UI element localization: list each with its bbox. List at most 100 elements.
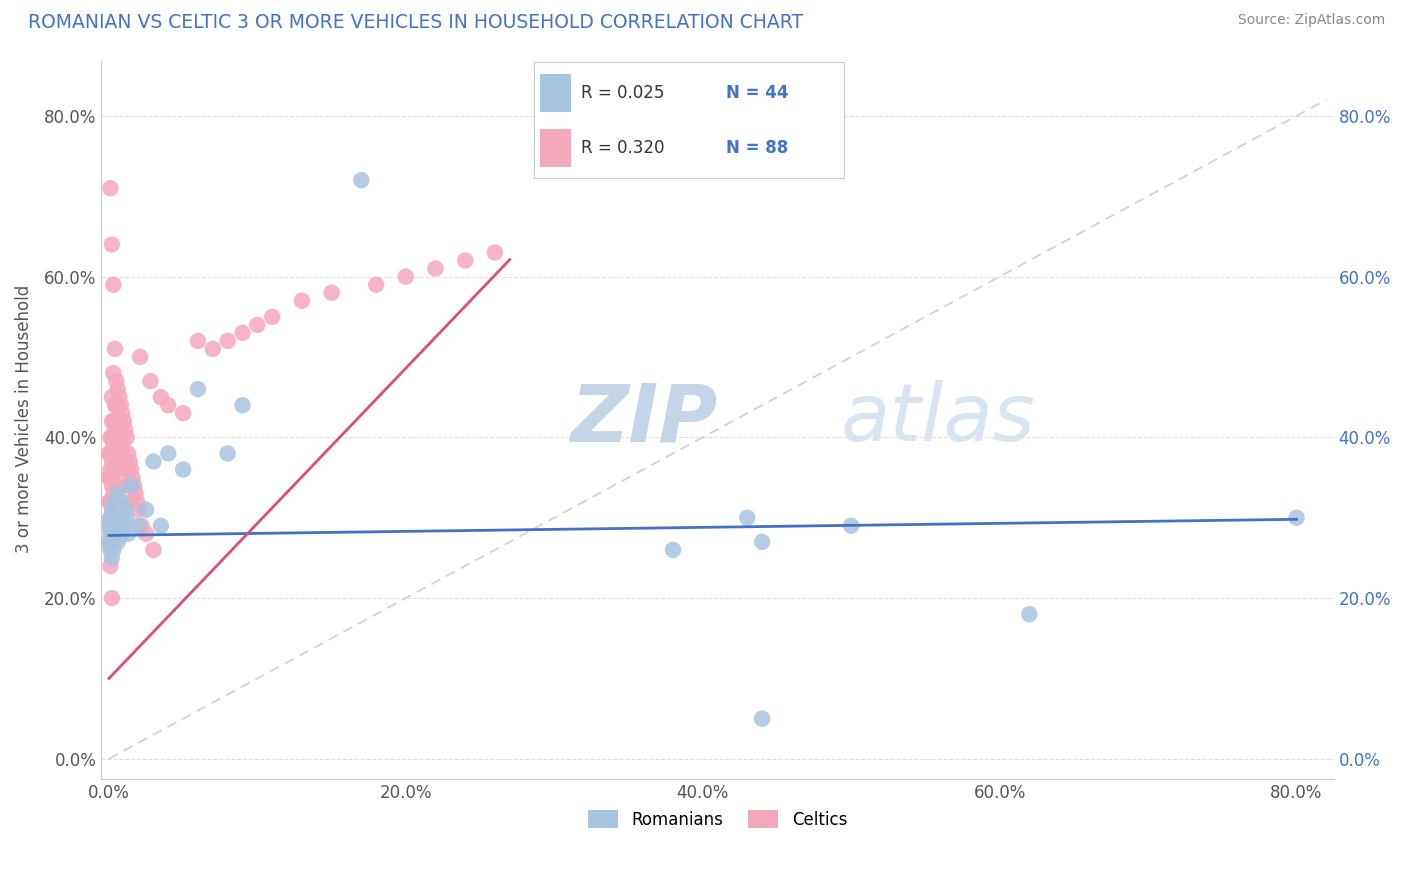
Text: R = 0.025: R = 0.025 xyxy=(581,84,664,103)
Point xyxy=(201,342,224,356)
Point xyxy=(100,510,122,524)
Point xyxy=(101,502,124,516)
Point xyxy=(103,366,125,380)
Point xyxy=(100,430,122,444)
Point xyxy=(187,382,209,396)
Point xyxy=(97,494,120,508)
Point xyxy=(103,438,125,452)
Point xyxy=(662,542,685,557)
Point xyxy=(100,181,122,195)
Point xyxy=(127,494,149,508)
Point xyxy=(112,478,135,492)
Text: N = 44: N = 44 xyxy=(725,84,789,103)
Point xyxy=(101,390,124,404)
Point xyxy=(129,350,152,364)
Point xyxy=(114,422,136,436)
Point xyxy=(231,398,253,412)
Point xyxy=(100,462,122,476)
Point xyxy=(157,398,180,412)
Point xyxy=(120,494,142,508)
Point xyxy=(100,446,122,460)
Point xyxy=(104,518,127,533)
Point xyxy=(110,494,132,508)
Point xyxy=(187,334,209,348)
Point xyxy=(121,470,143,484)
Point xyxy=(97,534,120,549)
Point xyxy=(366,277,388,292)
Point xyxy=(107,382,129,396)
Point xyxy=(97,518,120,533)
Point xyxy=(321,285,343,300)
Point xyxy=(101,534,124,549)
Point xyxy=(107,446,129,460)
Bar xyxy=(540,129,571,167)
Point xyxy=(135,526,157,541)
Point xyxy=(104,494,127,508)
Point xyxy=(101,550,124,565)
Point xyxy=(100,542,122,557)
Point xyxy=(751,534,773,549)
Point xyxy=(1018,607,1040,622)
Point xyxy=(142,454,165,468)
Point xyxy=(114,454,136,468)
Text: N = 88: N = 88 xyxy=(725,139,789,157)
Point xyxy=(172,462,194,476)
Point xyxy=(103,510,125,524)
Text: ROMANIAN VS CELTIC 3 OR MORE VEHICLES IN HOUSEHOLD CORRELATION CHART: ROMANIAN VS CELTIC 3 OR MORE VEHICLES IN… xyxy=(28,13,803,32)
Point xyxy=(100,534,122,549)
Point xyxy=(110,462,132,476)
Point xyxy=(217,334,239,348)
Point xyxy=(120,462,142,476)
Point xyxy=(157,446,180,460)
Text: Source: ZipAtlas.com: Source: ZipAtlas.com xyxy=(1237,13,1385,28)
Point xyxy=(105,430,128,444)
Point xyxy=(1285,510,1308,524)
Point xyxy=(100,470,122,484)
Point xyxy=(350,173,373,187)
Point xyxy=(291,293,314,308)
Point xyxy=(101,430,124,444)
Point xyxy=(105,374,128,388)
Point xyxy=(100,558,122,573)
Point xyxy=(101,494,124,508)
Point xyxy=(100,494,122,508)
Point xyxy=(107,534,129,549)
Point xyxy=(117,446,139,460)
Point xyxy=(111,406,134,420)
Point xyxy=(110,398,132,412)
Point xyxy=(103,277,125,292)
Point xyxy=(122,478,145,492)
Point xyxy=(108,454,131,468)
Point xyxy=(262,310,284,324)
Point xyxy=(217,446,239,460)
Point xyxy=(103,486,125,500)
Point xyxy=(484,245,506,260)
Point xyxy=(108,390,131,404)
Point xyxy=(128,502,150,516)
Point xyxy=(101,446,124,460)
Point xyxy=(112,414,135,428)
Point xyxy=(115,510,138,524)
Point xyxy=(101,478,124,492)
Point xyxy=(103,542,125,557)
Point xyxy=(114,502,136,516)
Point xyxy=(101,454,124,468)
Point xyxy=(110,430,132,444)
Point xyxy=(101,470,124,484)
Point xyxy=(118,454,141,468)
Legend: Romanians, Celtics: Romanians, Celtics xyxy=(582,804,853,835)
Y-axis label: 3 or more Vehicles in Household: 3 or more Vehicles in Household xyxy=(15,285,32,553)
Point xyxy=(101,414,124,428)
Point xyxy=(97,470,120,484)
Point xyxy=(103,414,125,428)
Point xyxy=(105,502,128,516)
Text: ZIP: ZIP xyxy=(569,380,717,458)
Point xyxy=(172,406,194,420)
Point xyxy=(104,446,127,460)
Point xyxy=(231,326,253,340)
Point xyxy=(97,518,120,533)
Point xyxy=(117,478,139,492)
Point xyxy=(149,390,172,404)
Point xyxy=(115,462,138,476)
Point xyxy=(395,269,418,284)
